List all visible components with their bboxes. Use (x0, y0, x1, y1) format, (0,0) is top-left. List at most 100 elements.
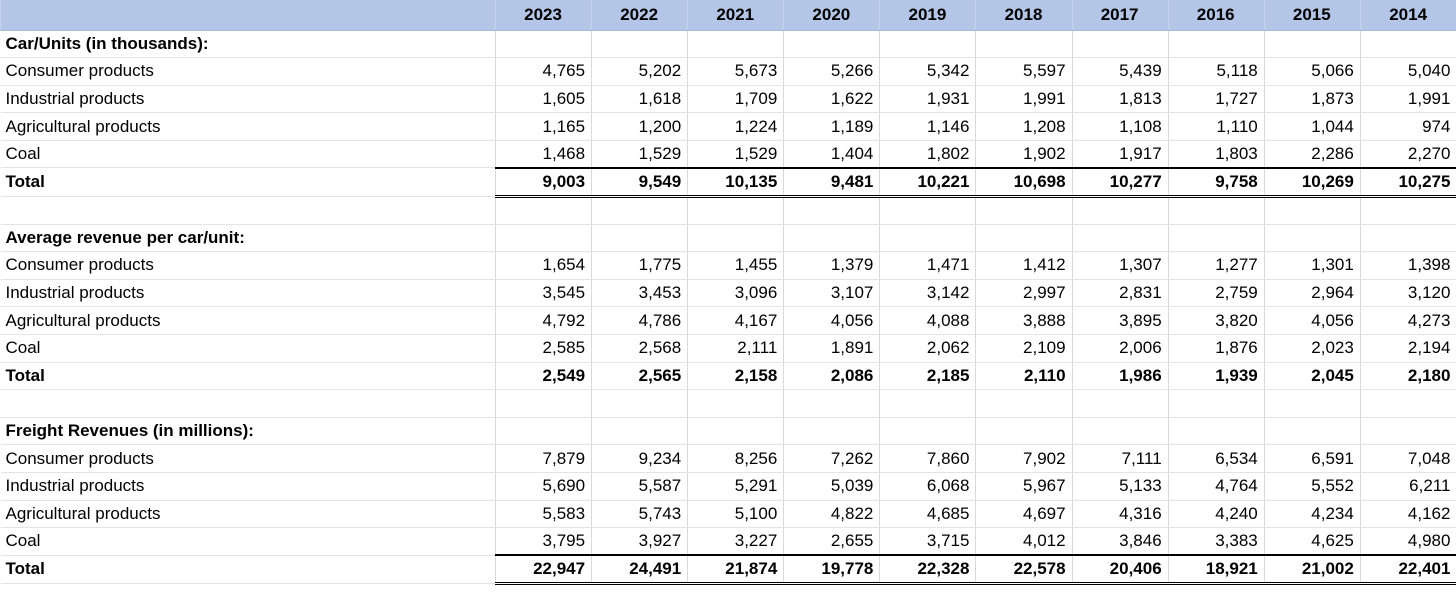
value-cell[interactable]: 5,342 (879, 57, 976, 86)
value-cell[interactable]: 1,110 (1167, 112, 1265, 141)
value-cell[interactable]: 1,622 (783, 85, 880, 114)
value-cell[interactable]: 10,277 (1071, 166, 1169, 198)
year-header-2014[interactable]: 2014 (1359, 0, 1456, 31)
value-cell[interactable]: 1,455 (687, 251, 784, 280)
value-cell[interactable]: 1,468 (494, 140, 592, 169)
value-cell[interactable] (494, 417, 592, 446)
value-cell[interactable]: 2,086 (783, 362, 880, 391)
value-cell[interactable]: 4,316 (1071, 500, 1169, 529)
value-cell[interactable]: 10,221 (879, 166, 976, 198)
value-cell[interactable]: 4,273 (1359, 306, 1456, 335)
section-title-cell[interactable]: Freight Revenues (in millions): (0, 417, 496, 446)
value-cell[interactable]: 7,048 (1359, 444, 1456, 473)
value-cell[interactable]: 21,002 (1263, 554, 1361, 586)
row-label-cell[interactable]: Agricultural products (0, 306, 496, 335)
value-cell[interactable]: 3,227 (687, 527, 784, 556)
value-cell[interactable]: 4,240 (1167, 500, 1265, 529)
value-cell[interactable]: 1,379 (783, 251, 880, 280)
value-cell[interactable]: 974 (1359, 112, 1456, 141)
value-cell[interactable]: 4,764 (1167, 472, 1265, 501)
value-cell[interactable]: 2,270 (1359, 140, 1456, 169)
value-cell[interactable]: 1,307 (1071, 251, 1169, 280)
value-cell[interactable]: 2,023 (1263, 334, 1361, 363)
row-label-cell[interactable]: Coal (0, 140, 496, 169)
value-cell[interactable]: 2,565 (591, 362, 688, 391)
value-cell[interactable]: 5,040 (1359, 57, 1456, 86)
row-label-cell[interactable]: Consumer products (0, 251, 496, 280)
value-cell[interactable] (1359, 389, 1456, 418)
year-header-2021[interactable]: 2021 (687, 0, 784, 31)
value-cell[interactable]: 3,927 (591, 527, 688, 556)
value-cell[interactable]: 2,549 (494, 362, 592, 391)
value-cell[interactable] (879, 224, 976, 253)
value-cell[interactable]: 1,189 (783, 112, 880, 141)
value-cell[interactable] (494, 196, 592, 225)
value-cell[interactable]: 5,266 (783, 57, 880, 86)
value-cell[interactable]: 5,552 (1263, 472, 1361, 501)
value-cell[interactable]: 1,605 (494, 85, 592, 114)
value-cell[interactable]: 5,118 (1167, 57, 1265, 86)
year-header-2022[interactable]: 2022 (591, 0, 688, 31)
year-header-2023[interactable]: 2023 (494, 0, 592, 31)
value-cell[interactable]: 4,056 (783, 306, 880, 335)
value-cell[interactable]: 1,146 (879, 112, 976, 141)
value-cell[interactable]: 5,039 (783, 472, 880, 501)
value-cell[interactable]: 3,383 (1167, 527, 1265, 556)
value-cell[interactable]: 7,111 (1071, 444, 1169, 473)
value-cell[interactable]: 3,453 (591, 279, 688, 308)
value-cell[interactable]: 1,991 (1359, 85, 1456, 114)
value-cell[interactable]: 1,917 (1071, 140, 1169, 169)
value-cell[interactable]: 10,698 (975, 166, 1073, 198)
value-cell[interactable]: 5,673 (687, 57, 784, 86)
value-cell[interactable]: 3,715 (879, 527, 976, 556)
value-cell[interactable]: 1,727 (1167, 85, 1265, 114)
value-cell[interactable] (591, 417, 688, 446)
value-cell[interactable] (687, 224, 784, 253)
value-cell[interactable]: 2,286 (1263, 140, 1361, 169)
value-cell[interactable] (1071, 30, 1169, 59)
value-cell[interactable]: 1,873 (1263, 85, 1361, 114)
value-cell[interactable] (1071, 224, 1169, 253)
value-cell[interactable]: 2,110 (975, 362, 1073, 391)
row-label-cell[interactable]: Total (0, 555, 496, 585)
value-cell[interactable]: 2,194 (1359, 334, 1456, 363)
value-cell[interactable] (1167, 30, 1265, 59)
value-cell[interactable]: 1,044 (1263, 112, 1361, 141)
row-label-cell[interactable]: Total (0, 167, 496, 197)
value-cell[interactable]: 1,471 (879, 251, 976, 280)
row-label-cell[interactable]: Coal (0, 334, 496, 363)
value-cell[interactable]: 1,529 (687, 140, 784, 169)
value-cell[interactable] (783, 224, 880, 253)
value-cell[interactable]: 3,120 (1359, 279, 1456, 308)
value-cell[interactable]: 1,404 (783, 140, 880, 169)
value-cell[interactable]: 2,964 (1263, 279, 1361, 308)
value-cell[interactable]: 1,618 (591, 85, 688, 114)
value-cell[interactable]: 3,096 (687, 279, 784, 308)
value-cell[interactable]: 8,256 (687, 444, 784, 473)
value-cell[interactable] (975, 30, 1073, 59)
value-cell[interactable]: 22,947 (494, 554, 592, 586)
value-cell[interactable]: 4,765 (494, 57, 592, 86)
year-header-2017[interactable]: 2017 (1071, 0, 1169, 31)
value-cell[interactable]: 5,291 (687, 472, 784, 501)
value-cell[interactable]: 4,822 (783, 500, 880, 529)
value-cell[interactable]: 6,591 (1263, 444, 1361, 473)
value-cell[interactable]: 4,012 (975, 527, 1073, 556)
value-cell[interactable] (975, 389, 1073, 418)
year-header-2018[interactable]: 2018 (975, 0, 1073, 31)
value-cell[interactable]: 1,412 (975, 251, 1073, 280)
row-label-cell[interactable]: Agricultural products (0, 112, 496, 141)
value-cell[interactable]: 5,587 (591, 472, 688, 501)
value-cell[interactable]: 9,234 (591, 444, 688, 473)
value-cell[interactable]: 18,921 (1167, 554, 1265, 586)
value-cell[interactable] (1263, 389, 1361, 418)
value-cell[interactable] (879, 389, 976, 418)
value-cell[interactable] (1167, 417, 1265, 446)
value-cell[interactable] (1263, 196, 1361, 225)
value-cell[interactable]: 2,655 (783, 527, 880, 556)
value-cell[interactable] (687, 389, 784, 418)
value-cell[interactable]: 4,786 (591, 306, 688, 335)
value-cell[interactable]: 5,202 (591, 57, 688, 86)
value-cell[interactable]: 5,690 (494, 472, 592, 501)
row-label-cell[interactable]: Consumer products (0, 444, 496, 473)
